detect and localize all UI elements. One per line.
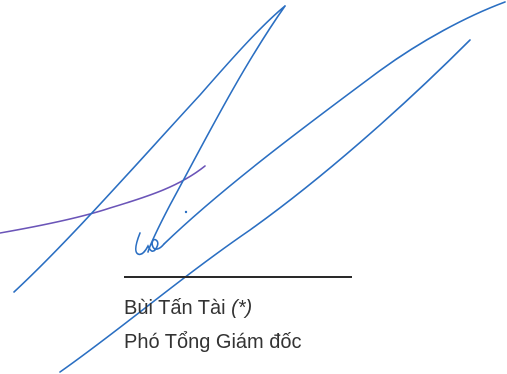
signer-title: Phó Tổng Giám đốc [124,331,302,353]
signature-stroke-long [163,1,506,245]
signature-stroke-fall [147,5,286,253]
signature-stroke-tail [59,39,471,373]
signer-note: (*) [231,297,253,319]
signature-stroke-left [0,165,206,234]
signature-dot [184,210,188,214]
signature-loop [135,232,165,256]
signature-stroke-rise [13,5,286,293]
signer-name: Bùi Tấn Tài [124,297,226,319]
signature-line [124,276,352,278]
signer-name-row: Bùi Tấn Tài (*) [124,296,252,320]
